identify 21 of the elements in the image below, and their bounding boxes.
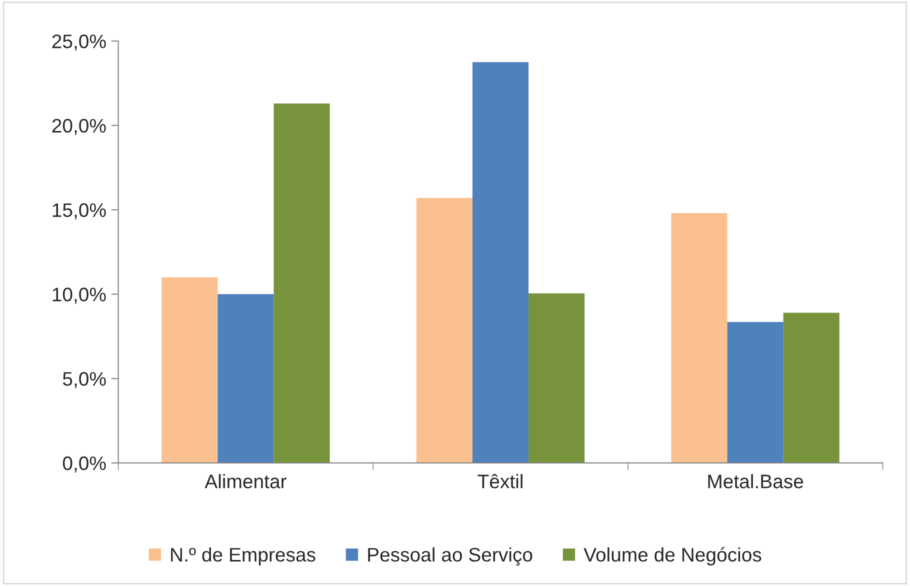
- x-tick-label: Metal.Base: [708, 474, 804, 488]
- y-tick-label: 10,0%: [52, 288, 106, 304]
- y-tick-label: 25,0%: [52, 34, 106, 51]
- legend-label: Volume de Negócios: [584, 547, 762, 566]
- legend-label: N.º de Empresas: [171, 547, 316, 566]
- x-tick-label: Alimentar: [204, 474, 286, 488]
- y-tick-label: 15,0%: [52, 203, 106, 220]
- bar: [727, 322, 784, 463]
- y-tick-label: 5,0%: [62, 372, 106, 388]
- bar: [218, 294, 274, 463]
- legend-label: Pessoal ao Serviço: [368, 547, 532, 566]
- bar: [671, 213, 728, 463]
- bar: [472, 62, 529, 463]
- bar: [783, 312, 840, 463]
- x-tick-label: Têxtil: [478, 474, 522, 488]
- y-tick-label: 20,0%: [52, 118, 106, 135]
- bar: [274, 103, 330, 463]
- bar: [162, 277, 218, 463]
- y-tick-label: 0,0%: [62, 456, 106, 472]
- bar: [528, 293, 585, 463]
- bar: [416, 198, 472, 463]
